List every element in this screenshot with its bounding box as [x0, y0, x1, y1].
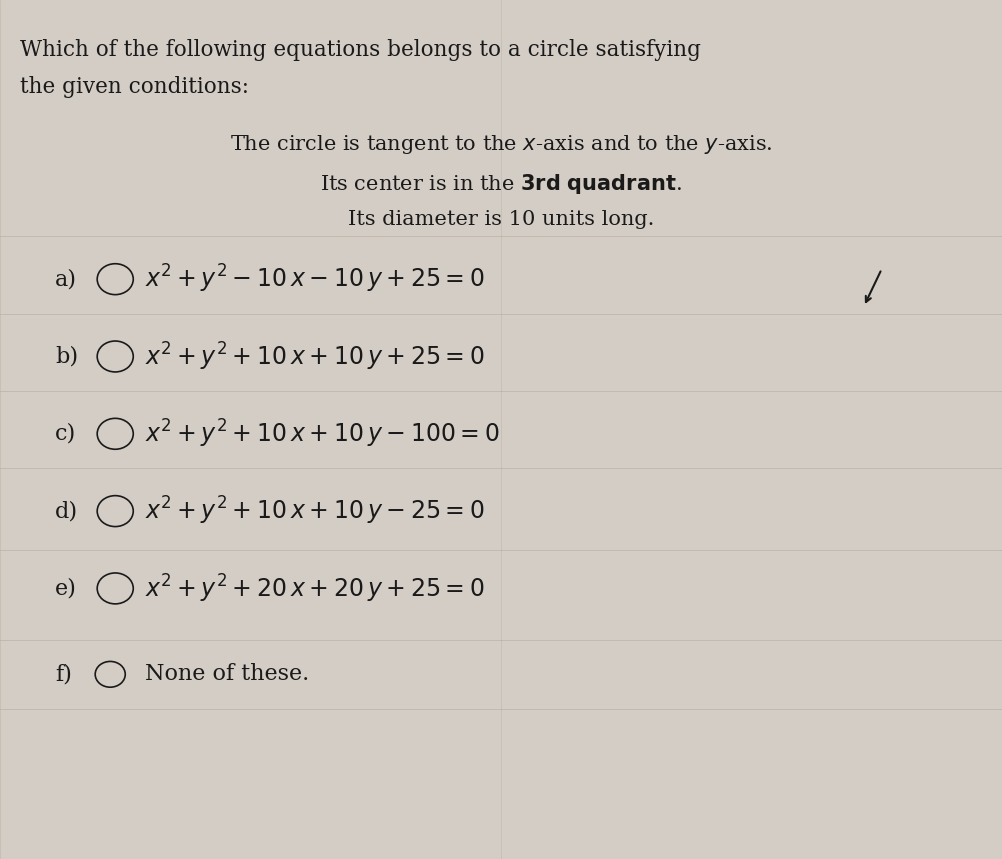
Text: f): f) [55, 663, 72, 685]
Text: None of these.: None of these. [145, 663, 310, 685]
Text: a): a) [55, 268, 77, 290]
Text: $x^2 + y^2 + 10\,x + 10\,y - 100 = 0$: $x^2 + y^2 + 10\,x + 10\,y - 100 = 0$ [145, 417, 500, 450]
Text: $x^2 + y^2 + 10\,x + 10\,y - 25 = 0$: $x^2 + y^2 + 10\,x + 10\,y - 25 = 0$ [145, 495, 485, 527]
Text: $x^2 + y^2 + 20\,x + 20\,y + 25 = 0$: $x^2 + y^2 + 20\,x + 20\,y + 25 = 0$ [145, 572, 485, 605]
Text: $x^2 + y^2 - 10\,x - 10\,y + 25 = 0$: $x^2 + y^2 - 10\,x - 10\,y + 25 = 0$ [145, 263, 485, 295]
Text: The circle is tangent to the $x$-axis and to the $y$-axis.: The circle is tangent to the $x$-axis an… [229, 133, 773, 156]
Text: Its diameter is 10 units long.: Its diameter is 10 units long. [348, 210, 654, 228]
Text: d): d) [55, 500, 78, 522]
Text: Its center is in the $\mathbf{3rd\ quadrant}$.: Its center is in the $\mathbf{3rd\ quadr… [320, 172, 682, 196]
Text: b): b) [55, 345, 78, 368]
Text: the given conditions:: the given conditions: [20, 76, 249, 98]
Text: Which of the following equations belongs to a circle satisfying: Which of the following equations belongs… [20, 39, 701, 61]
Text: $x^2 + y^2 + 10\,x + 10\,y + 25 = 0$: $x^2 + y^2 + 10\,x + 10\,y + 25 = 0$ [145, 340, 485, 373]
Text: e): e) [55, 577, 77, 600]
Text: c): c) [55, 423, 76, 445]
